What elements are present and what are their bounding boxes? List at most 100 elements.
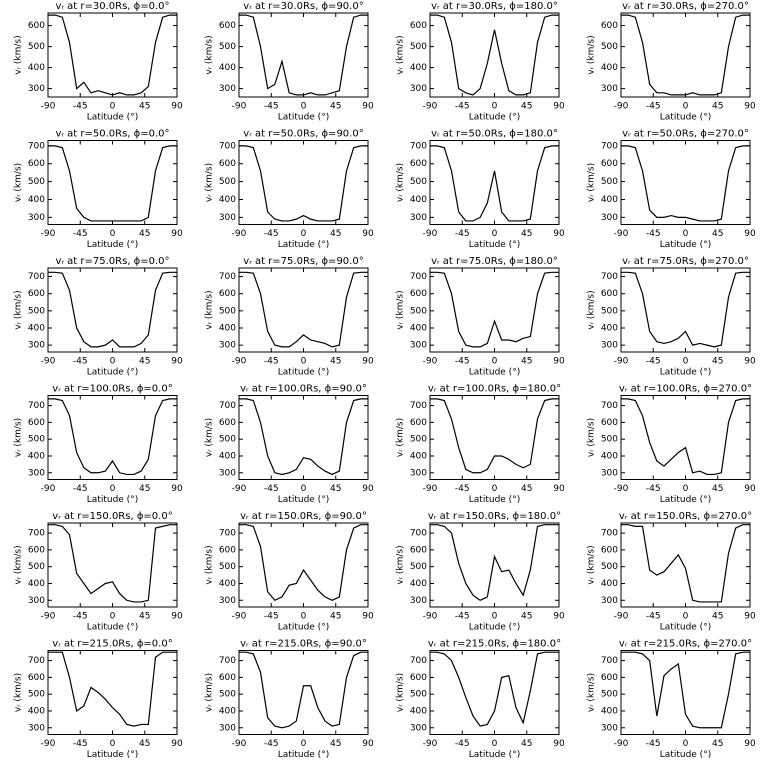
plot-frame xyxy=(47,12,178,98)
x-tick-label: 90 xyxy=(744,229,756,239)
y-tick-label: 300 xyxy=(28,596,45,606)
plot-frame xyxy=(429,522,560,608)
x-tick-label: -45 xyxy=(455,612,470,622)
y-tick-label: 600 xyxy=(601,21,618,31)
x-axis-label: Latitude (°) xyxy=(469,240,520,250)
x-tick-label: -45 xyxy=(264,484,279,494)
plot-frame xyxy=(238,650,369,735)
y-tick-label: 300 xyxy=(28,213,45,223)
y-tick-label: 600 xyxy=(219,418,236,428)
x-tick-label: 90 xyxy=(553,102,565,112)
y-tick-label: 300 xyxy=(28,468,45,478)
x-tick-label: -45 xyxy=(73,102,88,112)
x-tick-label: 0 xyxy=(492,612,498,622)
x-tick-label: 0 xyxy=(301,357,307,367)
y-tick-label: 600 xyxy=(410,673,427,683)
plot-frame xyxy=(238,267,369,353)
x-tick-label: 0 xyxy=(110,484,116,494)
y-tick-label: 500 xyxy=(28,435,45,445)
y-tick-label: 300 xyxy=(601,723,618,733)
panel-title: vᵣ at r=30.0Rs, ϕ=0.0° xyxy=(55,1,169,12)
y-axis-label: vᵣ (km/s) xyxy=(396,418,406,457)
y-axis-label: vᵣ (km/s) xyxy=(205,290,215,329)
x-tick-label: -45 xyxy=(646,739,661,749)
x-tick-label: -90 xyxy=(423,357,438,367)
y-tick-label: 700 xyxy=(219,529,236,539)
x-tick-label: 45 xyxy=(521,357,532,367)
x-axis-label: Latitude (°) xyxy=(278,495,329,505)
x-tick-label: -90 xyxy=(423,484,438,494)
data-line xyxy=(239,398,368,476)
x-tick-label: 90 xyxy=(553,612,565,622)
y-tick-label: 300 xyxy=(28,723,45,733)
x-tick-label: 90 xyxy=(744,484,756,494)
y-tick-label: 500 xyxy=(219,562,236,572)
x-tick-label: -45 xyxy=(455,229,470,239)
y-tick-label: 500 xyxy=(219,306,236,316)
x-tick-label: -90 xyxy=(423,739,438,749)
x-tick-label: -90 xyxy=(41,484,56,494)
x-tick-label: 0 xyxy=(301,102,307,112)
plot-frame xyxy=(429,267,560,353)
y-axis-label: vᵣ (km/s) xyxy=(396,545,406,584)
x-tick-label: 90 xyxy=(744,357,756,367)
y-tick-label: 300 xyxy=(219,596,236,606)
y-tick-label: 400 xyxy=(219,324,236,334)
panel-title: vᵣ at r=30.0Rs, ϕ=270.0° xyxy=(622,1,749,12)
panel: vᵣ at r=150.0Rs, ϕ=180.0° -90 -45 0 45 90 300 4… xyxy=(396,511,565,633)
x-tick-label: -45 xyxy=(264,357,279,367)
x-axis-label: Latitude (°) xyxy=(278,240,329,250)
x-tick-label: -45 xyxy=(646,484,661,494)
y-tick-label: 700 xyxy=(601,529,618,539)
panel-title: vᵣ at r=150.0Rs, ϕ=180.0° xyxy=(428,511,561,522)
x-tick-label: -90 xyxy=(423,102,438,112)
data-line xyxy=(430,651,559,727)
x-tick-label: 90 xyxy=(171,102,183,112)
data-line xyxy=(48,651,177,727)
x-axis-label: Latitude (°) xyxy=(278,623,329,633)
y-tick-label: 300 xyxy=(601,468,618,478)
x-tick-label: 45 xyxy=(330,102,341,112)
plot-frame xyxy=(429,12,560,98)
y-tick-label: 600 xyxy=(28,673,45,683)
y-axis-label: vᵣ (km/s) xyxy=(587,418,597,457)
y-tick-label: 300 xyxy=(410,596,427,606)
x-axis-label: Latitude (°) xyxy=(87,240,138,250)
y-tick-label: 600 xyxy=(410,21,427,31)
plot-frame xyxy=(429,140,560,225)
y-tick-label: 600 xyxy=(410,545,427,555)
x-tick-label: 45 xyxy=(521,229,532,239)
panel-title: vᵣ at r=100.0Rs, ϕ=90.0° xyxy=(240,384,367,395)
y-tick-label: 400 xyxy=(601,579,618,589)
x-axis-label: Latitude (°) xyxy=(660,368,711,378)
x-tick-label: -45 xyxy=(646,612,661,622)
y-tick-label: 500 xyxy=(219,690,236,700)
x-axis-label: Latitude (°) xyxy=(469,623,520,633)
data-line xyxy=(430,524,559,601)
panel: vᵣ at r=100.0Rs, ϕ=180.0° -90 -45 0 45 90 300 4… xyxy=(396,384,565,506)
y-tick-label: 400 xyxy=(601,706,618,716)
x-tick-label: -90 xyxy=(614,612,629,622)
x-tick-label: 45 xyxy=(139,612,150,622)
x-tick-label: -90 xyxy=(423,229,438,239)
y-tick-label: 700 xyxy=(219,401,236,411)
y-tick-label: 600 xyxy=(219,545,236,555)
x-axis-label: Latitude (°) xyxy=(660,240,711,250)
x-tick-label: -45 xyxy=(455,102,470,112)
y-tick-label: 400 xyxy=(410,579,427,589)
x-tick-label: 90 xyxy=(744,102,756,112)
x-tick-label: 0 xyxy=(683,484,689,494)
x-axis-label: Latitude (°) xyxy=(87,368,138,378)
x-tick-label: 0 xyxy=(683,357,689,367)
x-tick-label: 0 xyxy=(110,102,116,112)
panel-title: vᵣ at r=50.0Rs, ϕ=270.0° xyxy=(622,129,749,140)
x-tick-label: 45 xyxy=(139,357,150,367)
panel: vᵣ at r=50.0Rs, ϕ=0.0° -90 -45 0 45 90 300 400 5… xyxy=(14,129,183,251)
panel: vᵣ at r=30.0Rs, ϕ=90.0° -90 -45 0 45 90 300 400… xyxy=(205,1,374,123)
y-axis-label: vᵣ (km/s) xyxy=(14,545,24,584)
x-tick-label: -45 xyxy=(455,739,470,749)
y-axis-label: vᵣ (km/s) xyxy=(205,163,215,202)
panel: vᵣ at r=215.0Rs, ϕ=270.0° -90 -45 0 45 90 300 4… xyxy=(587,639,756,761)
y-tick-label: 700 xyxy=(601,272,618,282)
y-tick-label: 400 xyxy=(219,706,236,716)
